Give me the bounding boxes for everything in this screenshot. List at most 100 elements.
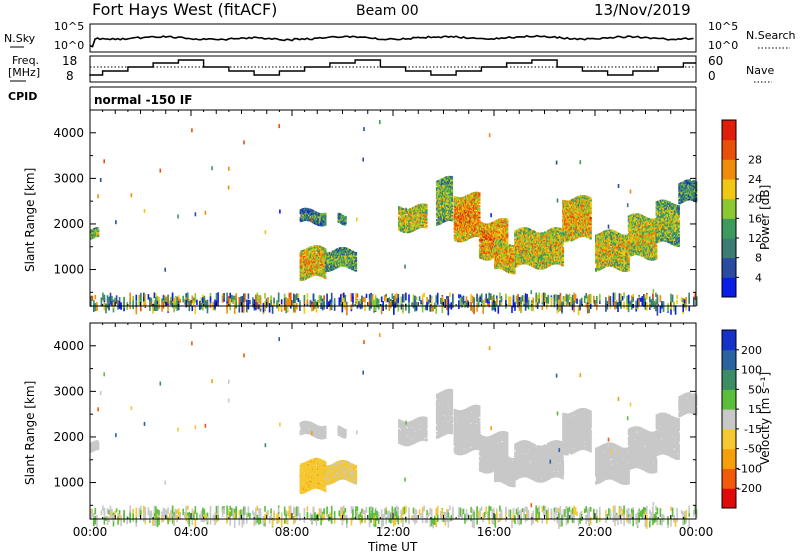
- power-cell: [301, 211, 304, 214]
- power-cell: [447, 196, 450, 199]
- power-cell: [478, 208, 481, 211]
- power-cell: [491, 226, 494, 229]
- power-cell: [455, 226, 458, 229]
- power-cell: [421, 219, 424, 222]
- power-cell: [475, 233, 478, 236]
- power-cell: [495, 250, 498, 253]
- power-cell: [341, 219, 345, 222]
- power-cell: [97, 230, 100, 233]
- power-cell: [478, 197, 481, 200]
- power-cell: [506, 228, 509, 231]
- power-cell: [435, 212, 439, 215]
- power-cell: [331, 260, 334, 263]
- power-cell: [506, 227, 509, 229]
- power-cell: [413, 225, 416, 228]
- power-cell: [411, 223, 414, 226]
- power-cell: [454, 232, 457, 235]
- power-cell: [438, 198, 441, 201]
- power-cell: [492, 252, 495, 254]
- power-cell: [425, 204, 428, 207]
- power-cell: [450, 206, 454, 209]
- power-cell: [461, 232, 464, 235]
- power-cell: [479, 244, 482, 246]
- power-cell: [319, 219, 322, 222]
- power-cell: [478, 219, 481, 222]
- power-cell: [332, 253, 335, 256]
- power-cell: [318, 255, 321, 257]
- power-cell: [330, 251, 333, 254]
- power-cell: [495, 224, 498, 227]
- power-cell: [450, 201, 453, 204]
- power-cell: [324, 223, 327, 226]
- power-cell: [324, 272, 327, 275]
- power-cell: [322, 214, 325, 217]
- noise-left-tick-bottom: 10^0: [54, 39, 84, 52]
- power-cell: [413, 222, 416, 225]
- power-cell: [407, 229, 410, 232]
- power-cell: [445, 214, 448, 217]
- power-cell: [485, 241, 488, 243]
- power-cell: [488, 224, 491, 227]
- power-cell: [305, 215, 308, 218]
- power-cell: [305, 214, 308, 217]
- power-cell: [311, 274, 315, 277]
- power-cell: [441, 202, 444, 205]
- power-cell: [533, 231, 536, 234]
- power-cell: [468, 225, 471, 228]
- power-cell: [436, 202, 439, 205]
- power-cell: [449, 195, 452, 197]
- power-cell: [344, 216, 347, 218]
- power-cell: [299, 218, 302, 221]
- power-cell: [468, 198, 471, 201]
- power-cell: [318, 214, 321, 217]
- power-cell: [503, 227, 506, 230]
- power-cell: [488, 250, 491, 253]
- power-cell: [492, 255, 495, 258]
- power-cell: [441, 178, 444, 181]
- power-cell: [334, 262, 337, 264]
- power-cell: [476, 191, 479, 194]
- power-cell: [354, 263, 358, 266]
- power-cell: [500, 267, 503, 270]
- power-cell: [332, 266, 335, 269]
- power-cell: [506, 236, 509, 239]
- power-cell: [352, 265, 355, 268]
- power-cell: [474, 228, 477, 231]
- power-cell: [501, 235, 504, 238]
- power-cell: [445, 192, 448, 195]
- power-cell: [333, 251, 336, 254]
- power-cell: [319, 245, 322, 248]
- power-cell: [301, 262, 304, 265]
- power-cell: [477, 206, 480, 209]
- power-cell: [461, 235, 464, 238]
- power-cell: [468, 235, 471, 238]
- power-cell: [421, 224, 425, 227]
- power-cell: [474, 223, 477, 226]
- power-cell: [472, 221, 475, 223]
- power-cell: [489, 229, 492, 232]
- power-cell: [473, 230, 476, 233]
- power-cell: [482, 243, 485, 246]
- power-cell: [441, 203, 444, 206]
- power-cell: [475, 225, 478, 228]
- power-cell: [310, 246, 313, 249]
- power-cell: [490, 225, 493, 228]
- power-cell: [311, 259, 315, 262]
- power-cell: [467, 234, 470, 237]
- power-cell: [323, 273, 326, 276]
- power-cell: [441, 206, 444, 209]
- power-cell: [425, 212, 428, 215]
- power-cell: [398, 207, 401, 210]
- power-cell: [97, 233, 100, 236]
- power-cell: [410, 214, 413, 217]
- power-cell: [414, 207, 417, 210]
- power-cell: [445, 193, 448, 196]
- freq-label-1: Freq.: [12, 54, 39, 67]
- power-cell: [308, 274, 311, 277]
- power-cell: [311, 248, 315, 251]
- power-cell: [336, 259, 339, 262]
- power-cell: [329, 258, 332, 261]
- power-cell: [454, 207, 457, 210]
- power-cell: [327, 261, 330, 264]
- power-cell: [97, 234, 100, 237]
